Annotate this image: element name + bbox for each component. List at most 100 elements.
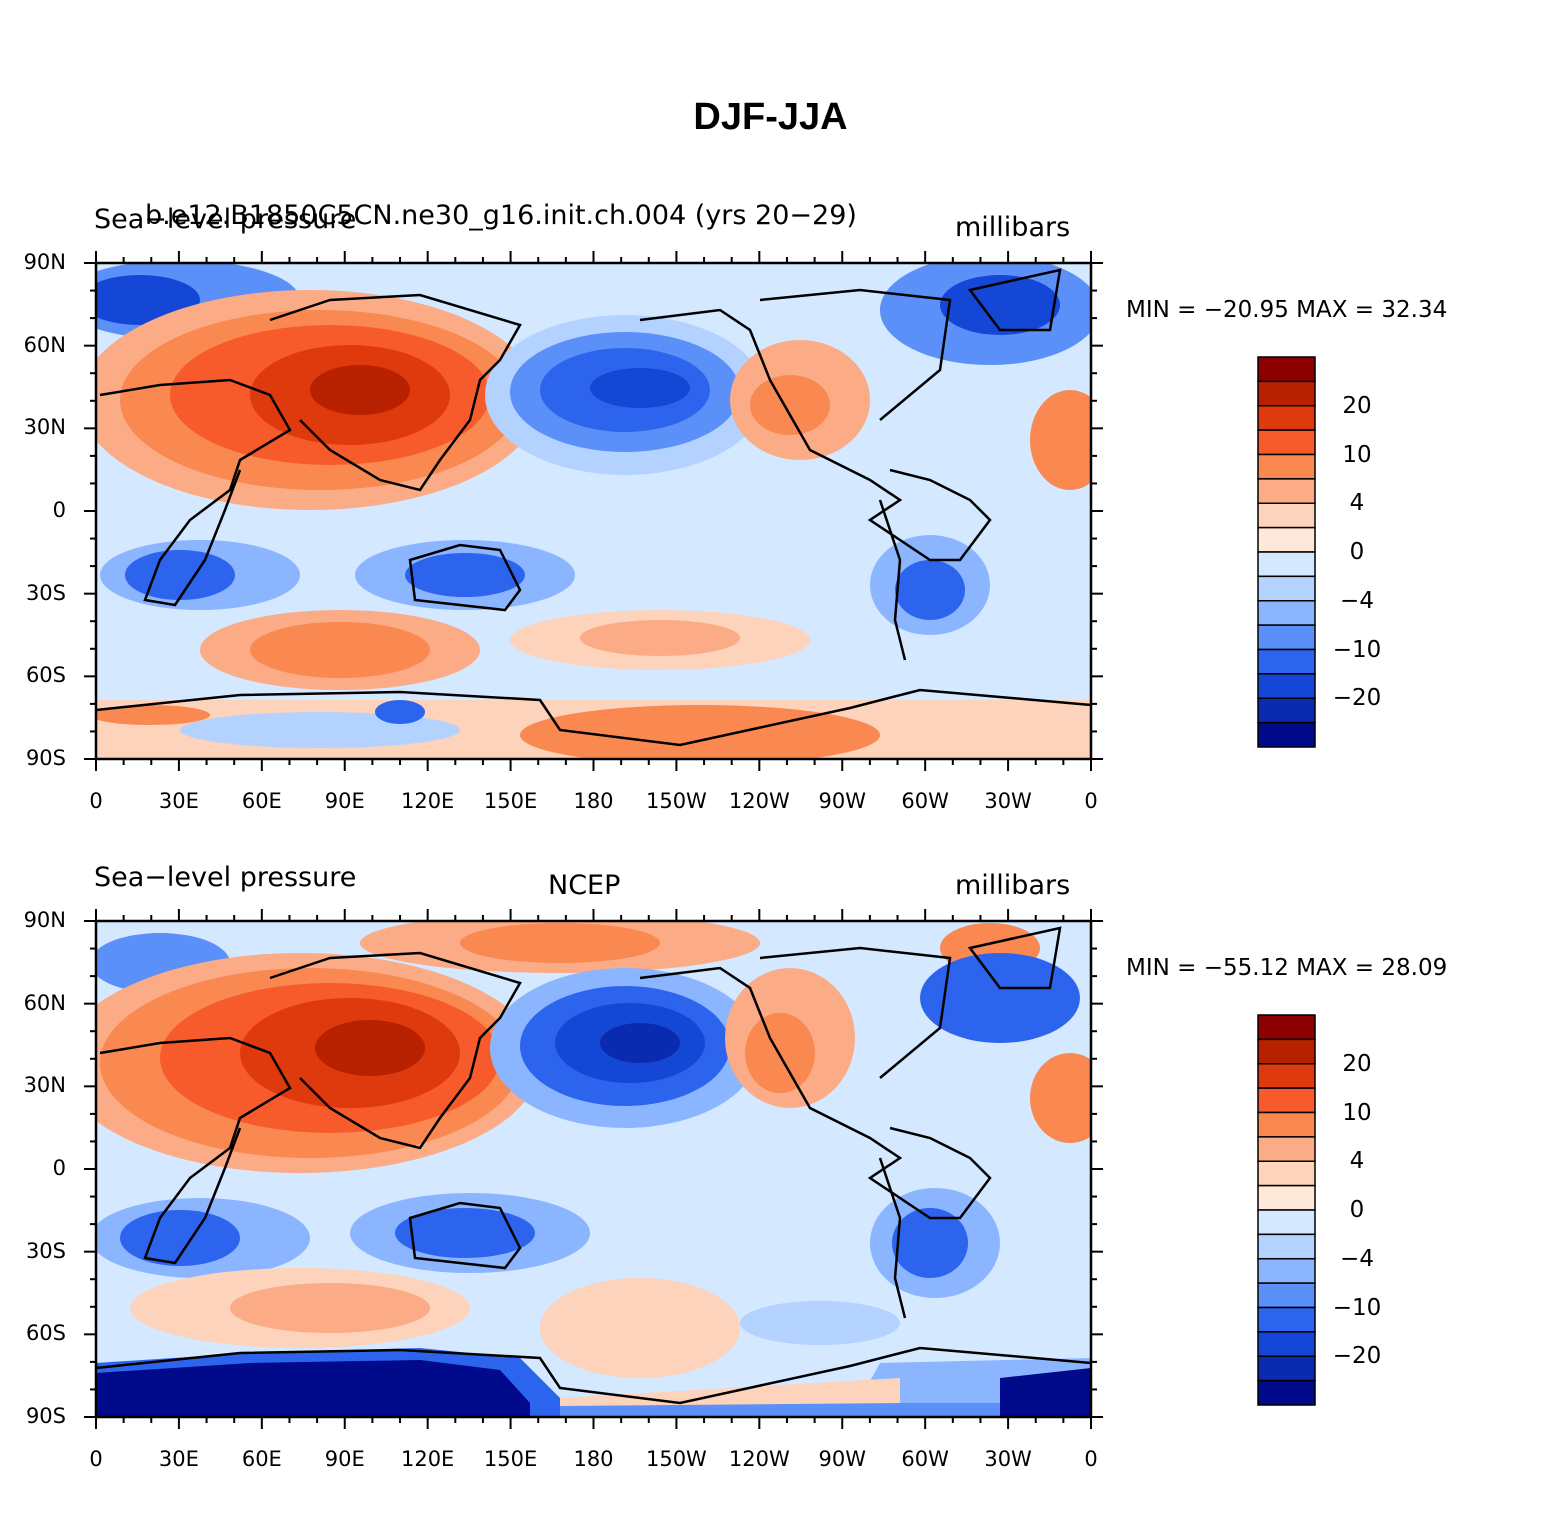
colorbar-swatch (1257, 429, 1316, 456)
colorbar-label: 10 (1342, 1099, 1372, 1126)
panel-left-label: Sea−level pressure (94, 204, 357, 235)
y-tick-label: 30N (23, 415, 66, 440)
panel-units-label: millibars (955, 212, 1071, 243)
panel-center-label: NCEP (548, 870, 621, 901)
colorbar-swatch (1257, 1379, 1316, 1406)
x-tick-label: 150E (483, 789, 538, 813)
x-tick-label: 30E (158, 789, 199, 813)
colorbar-swatch (1257, 1160, 1316, 1187)
colorbar-swatch (1257, 526, 1316, 553)
main-title: DJF-JJA (693, 96, 848, 138)
colorbar-swatch (1257, 1258, 1316, 1284)
colorbar-label: 0 (1349, 1197, 1365, 1223)
colorbar-label: −4 (1340, 1245, 1374, 1272)
colorbar-swatch (1257, 502, 1316, 529)
y-tick-label: 90N (23, 250, 66, 274)
colorbar-label: −10 (1332, 636, 1382, 663)
colorbar-label: 0 (1349, 539, 1365, 565)
y-tick-label: 90S (25, 1404, 66, 1428)
min-max-label: MIN = −55.12 MAX = 28.09 (1126, 955, 1448, 981)
colorbar-swatch (1257, 721, 1316, 748)
y-tick-label: 30S (25, 580, 66, 605)
x-tick-label: 90W (818, 1447, 867, 1471)
colorbar-swatch (1257, 1136, 1316, 1162)
colorbar-swatch (1257, 1282, 1316, 1309)
colorbar-label: 4 (1349, 490, 1365, 517)
map-panel-model: Sea−level pressure b.e12.B1850C5CN.ne30_… (23, 200, 1448, 813)
colorbar-swatch (1257, 624, 1316, 651)
x-tick-label: 60E (241, 789, 282, 813)
colorbar-swatch (1257, 1111, 1316, 1138)
colorbar-swatch (1257, 1038, 1316, 1065)
x-tick-label: 120W (728, 789, 790, 813)
map-plot (84, 251, 1103, 771)
colorbar-label: −4 (1340, 587, 1374, 614)
colorbar-swatch (1257, 551, 1316, 578)
x-tick-label: 0 (1084, 1447, 1098, 1471)
y-tick-label: 90N (23, 908, 66, 932)
x-tick-label: 60W (901, 1447, 949, 1471)
y-tick-label: 60S (25, 1321, 66, 1346)
min-max-label: MIN = −20.95 MAX = 32.34 (1126, 297, 1448, 323)
panel-center-label: b.e12.B1850C5CN.ne30_g16.init.ch.004 (yr… (145, 200, 857, 231)
x-tick-label: 30E (158, 1447, 199, 1471)
colorbar-label: −20 (1332, 685, 1382, 712)
x-tick-label: 0 (89, 789, 103, 813)
y-tick-label: 60N (23, 990, 66, 1015)
colorbar-swatch (1257, 405, 1316, 431)
x-tick-label: 90E (324, 1447, 365, 1471)
colorbar-swatch (1257, 1087, 1316, 1114)
x-tick-label: 90W (818, 789, 867, 813)
panel-units-label: millibars (955, 870, 1071, 901)
y-tick-label: 60N (23, 332, 66, 357)
x-tick-label: 180 (573, 789, 614, 813)
colorbar-swatch (1257, 648, 1316, 675)
colorbar-swatch (1257, 380, 1316, 407)
colorbar-swatch (1257, 673, 1316, 699)
y-tick-label: 0 (52, 498, 66, 522)
colorbar-swatch (1257, 1063, 1316, 1089)
x-tick-label: 150E (483, 1447, 538, 1471)
coastlines (96, 268, 1091, 747)
coastlines (96, 926, 1091, 1405)
colorbar (1257, 1014, 1316, 1406)
x-tick-label: 150W (645, 1447, 707, 1471)
x-tick-label: 60E (241, 1447, 282, 1471)
colorbar-swatch (1257, 356, 1316, 383)
pressure-field (96, 921, 1091, 1417)
y-tick-label: 0 (52, 1156, 66, 1180)
colorbar (1257, 356, 1316, 748)
map-plot (84, 909, 1103, 1429)
pressure-field (96, 263, 1091, 759)
x-tick-label: 0 (1084, 789, 1098, 813)
x-tick-label: 90E (324, 789, 365, 813)
y-tick-label: 30N (23, 1073, 66, 1098)
y-tick-label: 60S (25, 663, 66, 688)
colorbar-swatch (1257, 1184, 1316, 1211)
map-panel-ncep: Sea−level pressure NCEP millibars (0, 658, 1541, 1478)
colorbar-swatch (1257, 1209, 1316, 1236)
colorbar-swatch (1257, 478, 1316, 504)
colorbar-swatch (1257, 453, 1316, 480)
x-tick-label: 120E (400, 789, 455, 813)
x-tick-label: 0 (89, 1447, 103, 1471)
panel-left-label: Sea−level pressure (94, 862, 357, 893)
x-tick-label: 60W (901, 789, 949, 813)
colorbar-swatch (1257, 1331, 1316, 1357)
colorbar-label: 4 (1349, 1148, 1365, 1175)
colorbar-swatch (1257, 575, 1316, 602)
x-tick-label: 30W (984, 789, 1032, 813)
colorbar-swatch (1257, 600, 1316, 626)
axis-ticks (84, 909, 1103, 1429)
axis-ticks (84, 251, 1103, 771)
colorbar-swatch (1257, 1014, 1316, 1041)
y-tick-label: 30S (25, 1238, 66, 1263)
y-tick-label: 90S (25, 746, 66, 770)
colorbar-label: 20 (1342, 392, 1372, 419)
x-tick-label: 120W (728, 1447, 790, 1471)
colorbar-label: −10 (1332, 1294, 1382, 1321)
colorbar-label: 20 (1342, 1050, 1372, 1077)
x-tick-label: 150W (645, 789, 707, 813)
x-tick-label: 180 (573, 1447, 614, 1471)
colorbar-label: 10 (1342, 441, 1372, 468)
